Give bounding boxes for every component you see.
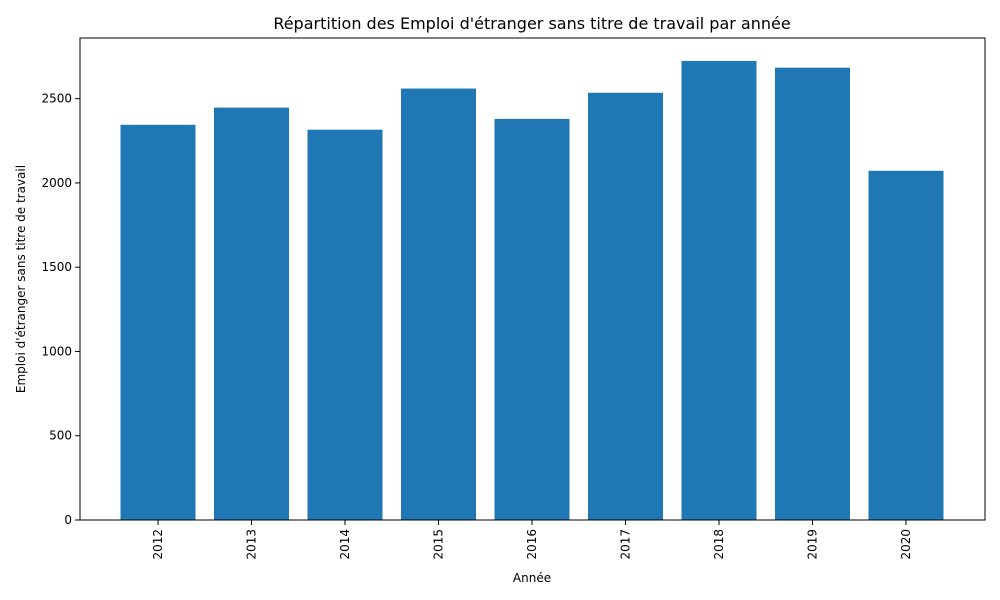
x-tick-label-2018: 2018 (712, 529, 726, 560)
y-tick-label-1000: 1000 (41, 344, 72, 358)
y-tick-label-2500: 2500 (41, 92, 72, 106)
bar-2020 (868, 170, 944, 520)
bar-2014 (307, 129, 383, 520)
bar-2015 (401, 88, 476, 520)
bars-group (120, 60, 944, 521)
bar-2012 (120, 124, 196, 521)
x-tick-label-2020: 2020 (899, 529, 913, 560)
chart-title: Répartition des Emploi d'étranger sans t… (273, 14, 790, 33)
x-tick-label-2015: 2015 (432, 529, 446, 560)
y-tick-label-500: 500 (49, 429, 72, 443)
x-tick-label-2012: 2012 (151, 529, 165, 560)
y-axis: 0 500 1000 1500 2000 2500 (41, 92, 80, 527)
bar-2013 (214, 107, 289, 521)
x-tick-label-2016: 2016 (525, 529, 539, 560)
bar-2016 (494, 118, 570, 520)
x-tick-label-2019: 2019 (806, 529, 820, 560)
x-tick-label-2013: 2013 (245, 529, 259, 560)
y-axis-label: Emploi d'étranger sans titre de travail (14, 165, 28, 393)
y-tick-label-2000: 2000 (41, 176, 72, 190)
x-tick-label-2014: 2014 (338, 529, 352, 560)
bar-2018 (681, 60, 757, 520)
y-tick-label-1500: 1500 (41, 260, 72, 274)
x-axis-label: Année (513, 571, 551, 585)
x-tick-label-2017: 2017 (619, 529, 633, 560)
bar-2017 (588, 92, 663, 520)
y-tick-label-0: 0 (64, 513, 72, 527)
x-axis: 2012 2013 2014 2015 2016 2017 2018 2019 2020 (151, 520, 913, 560)
bar-2019 (775, 67, 850, 521)
